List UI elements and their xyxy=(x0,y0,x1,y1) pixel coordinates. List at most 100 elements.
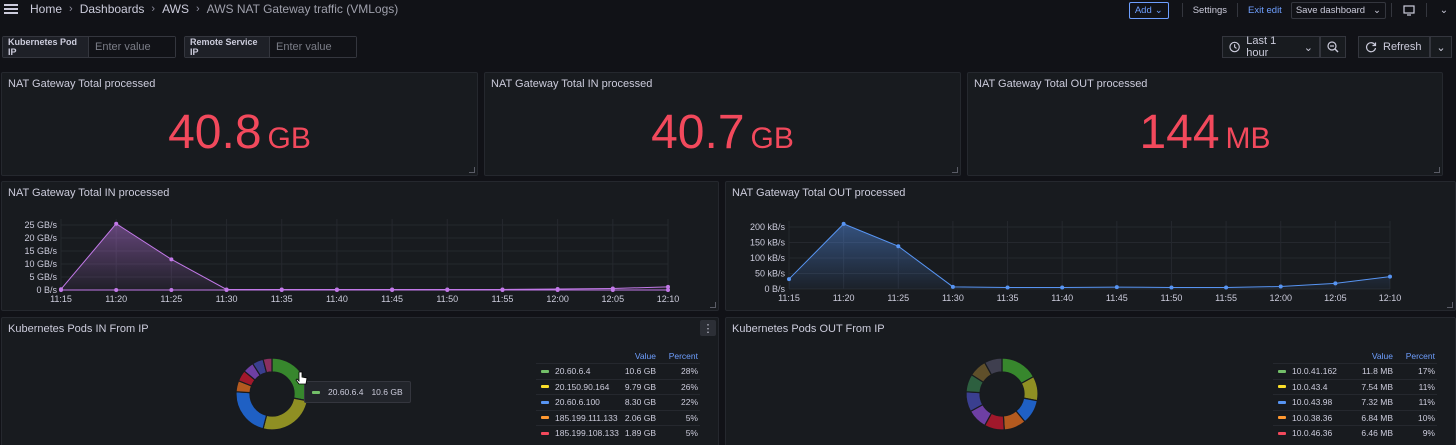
legend-col-value[interactable]: Value xyxy=(1371,351,1393,361)
timeseries-panel-out[interactable]: NAT Gateway Total OUT processed 0 B/s 50 … xyxy=(725,181,1456,311)
legend-label: 10.0.41.162 xyxy=(1292,366,1337,377)
chevron-down-icon[interactable]: ⌄ xyxy=(1439,4,1449,16)
stat-panel-out[interactable]: NAT Gateway Total OUT processed 144 MB xyxy=(967,72,1443,176)
add-button[interactable]: Add ⌄ xyxy=(1128,1,1169,19)
data-point xyxy=(169,288,174,292)
time-range-label: Last 1 hour xyxy=(1246,35,1277,59)
y-tick-label: 100 kB/s xyxy=(750,253,786,263)
x-tick-label: 11:25 xyxy=(887,293,909,303)
legend-percent: 11% xyxy=(1418,381,1435,392)
legend-percent: 11% xyxy=(1418,397,1435,408)
y-tick-label: 200 kB/s xyxy=(750,222,786,232)
panel-menu-icon[interactable]: ⋮ xyxy=(700,320,716,336)
breadcrumb: Home › Dashboards › AWS › AWS NAT Gatewa… xyxy=(30,2,398,16)
legend-value: 7.54 MB xyxy=(1361,381,1393,392)
time-range-picker[interactable]: Last 1 hour ⌄ xyxy=(1222,35,1320,59)
divider xyxy=(1426,3,1427,17)
x-tick-label: 12:05 xyxy=(1324,293,1347,303)
legend-col-value[interactable]: Value xyxy=(634,351,656,361)
save-dashboard-button[interactable]: Save dashboard ⌄ xyxy=(1290,1,1386,19)
legend-col-percent[interactable]: Percent xyxy=(1405,351,1435,361)
refresh-interval-dropdown[interactable]: ⌄ xyxy=(1430,36,1452,58)
stat-panel-total[interactable]: NAT Gateway Total processed 40.8 GB xyxy=(1,72,478,176)
pie-panel-in[interactable]: Kubernetes Pods IN From IP ⋮ 20.60.6.4 1… xyxy=(1,317,719,445)
pod-ip-input[interactable] xyxy=(89,37,175,57)
x-tick-label: 11:50 xyxy=(436,294,458,304)
divider xyxy=(1391,3,1392,17)
x-tick-label: 11:40 xyxy=(1051,293,1073,303)
legend-col-percent[interactable]: Percent xyxy=(668,351,698,361)
data-point xyxy=(787,277,791,282)
menu-icon[interactable] xyxy=(4,2,18,16)
donut-in[interactable] xyxy=(232,354,312,434)
legend-row[interactable]: 20.60.6.100 8.30 GB 22% xyxy=(536,394,700,410)
donut-out[interactable] xyxy=(962,354,1042,434)
legend-row[interactable]: 10.0.41.162 11.8 MB 17% xyxy=(1273,363,1437,379)
pie-panel-out[interactable]: Kubernetes Pods OUT From IP Value Percent… xyxy=(725,317,1456,445)
tooltip-swatch xyxy=(312,390,320,394)
legend-percent: 17% xyxy=(1417,366,1435,377)
chevron-down-icon[interactable]: ⌄ xyxy=(1373,4,1381,16)
time-controls: Last 1 hour ⌄ xyxy=(1222,35,1346,59)
legend-value: 11.8 MB xyxy=(1361,366,1393,377)
divider xyxy=(1181,3,1183,17)
stat-panel-in[interactable]: NAT Gateway Total IN processed 40.7 GB xyxy=(484,72,961,176)
add-label: Add xyxy=(1134,4,1152,16)
data-point xyxy=(1114,285,1119,290)
x-tick-label: 11:15 xyxy=(50,294,72,304)
legend-value: 2.06 GB xyxy=(624,412,656,423)
legend-row[interactable]: 185.199.111.133 2.06 GB 5% xyxy=(536,409,700,426)
tv-mode-icon[interactable] xyxy=(1397,2,1421,19)
stat-number: 40.8 xyxy=(168,106,262,159)
refresh-label: Refresh xyxy=(1383,41,1422,53)
legend-percent: 26% xyxy=(680,381,698,392)
breadcrumb-current: AWS NAT Gateway traffic (VMLogs) xyxy=(206,2,399,16)
data-point xyxy=(841,221,846,226)
breadcrumb-home[interactable]: Home xyxy=(30,2,63,16)
stat-value: 40.8 GB xyxy=(2,105,477,160)
resize-handle[interactable] xyxy=(469,167,475,173)
panel-title: NAT Gateway Total OUT processed xyxy=(732,187,906,199)
zoom-out-button[interactable] xyxy=(1320,36,1346,58)
series-area xyxy=(61,223,668,290)
exit-edit-button[interactable]: Exit edit xyxy=(1248,4,1282,16)
legend-value: 1.89 GB xyxy=(624,428,656,439)
variable-label: Remote Service IP xyxy=(185,37,270,57)
resize-handle[interactable] xyxy=(952,167,958,173)
stat-number: 144 xyxy=(1139,106,1220,159)
refresh-button[interactable]: Refresh xyxy=(1358,36,1430,58)
data-point xyxy=(59,288,63,292)
x-tick-label: 12:00 xyxy=(1269,293,1292,303)
data-point xyxy=(1333,281,1338,286)
legend-row[interactable]: 20.150.90.164 9.79 GB 26% xyxy=(536,378,700,395)
legend-row[interactable]: 10.0.46.36 6.46 MB 9% xyxy=(1273,425,1437,441)
settings-button[interactable]: Settings xyxy=(1192,4,1228,16)
breadcrumb-aws[interactable]: AWS xyxy=(162,2,189,16)
legend-row[interactable]: 10.0.43.98 7.32 MB 11% xyxy=(1273,394,1437,410)
legend-swatch xyxy=(541,369,549,373)
timeseries-panel-in[interactable]: NAT Gateway Total IN processed 0 B/s 5 GB… xyxy=(1,181,719,311)
legend-label: 185.199.111.133 xyxy=(555,412,618,423)
chevron-down-icon: ⌄ xyxy=(1303,41,1313,54)
resize-handle[interactable] xyxy=(1447,302,1453,308)
panel-title: Kubernetes Pods OUT From IP xyxy=(732,323,885,335)
data-point xyxy=(666,284,670,289)
x-tick-label: 11:35 xyxy=(271,294,293,304)
breadcrumb-dashboards[interactable]: Dashboards xyxy=(79,2,145,16)
legend-percent: 5% xyxy=(685,412,698,423)
legend-swatch xyxy=(541,385,549,389)
remote-ip-input[interactable] xyxy=(270,37,356,57)
resize-handle[interactable] xyxy=(1434,167,1440,173)
legend-row[interactable]: 20.60.6.4 10.6 GB 28% xyxy=(536,363,700,379)
y-tick-label: 10 GB/s xyxy=(24,259,57,269)
x-tick-label: 11:35 xyxy=(997,293,1019,303)
data-point xyxy=(1005,285,1010,290)
variable-remote-ip: Remote Service IP xyxy=(184,36,357,58)
legend-row[interactable]: 10.0.38.36 6.84 MB 10% xyxy=(1273,409,1437,426)
resize-handle[interactable] xyxy=(710,302,716,308)
legend-percent: 5% xyxy=(685,428,698,439)
y-tick-label: 150 kB/s xyxy=(750,238,786,248)
legend-row[interactable]: 185.199.108.133 1.89 GB 5% xyxy=(536,425,700,441)
legend-percent: 28% xyxy=(680,366,698,377)
legend-row[interactable]: 10.0.43.4 7.54 MB 11% xyxy=(1273,378,1437,395)
